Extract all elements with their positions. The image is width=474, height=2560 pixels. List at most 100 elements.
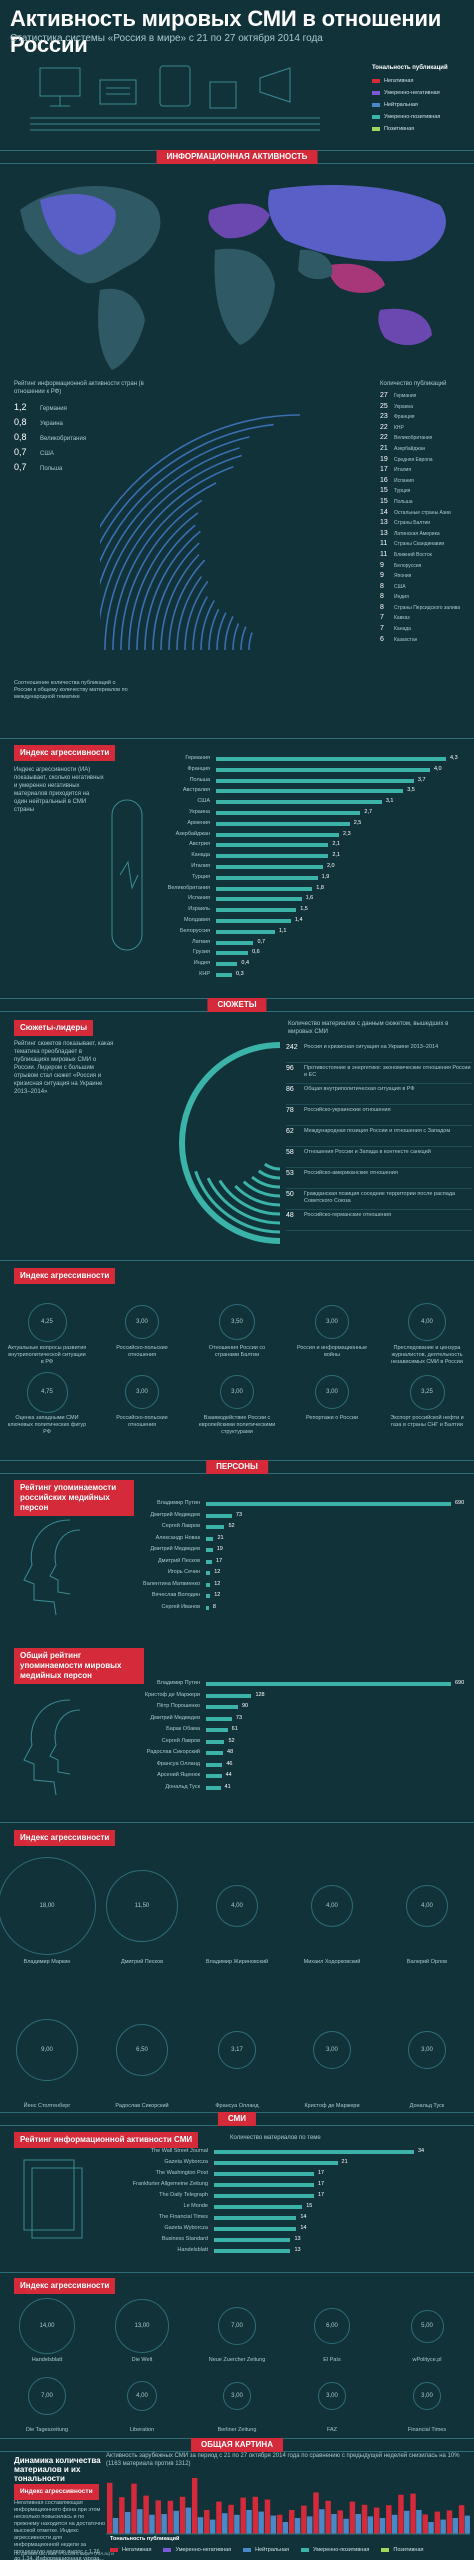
legend-label: Умеренно-негативная [175, 2547, 232, 2553]
bar [214, 2161, 338, 2165]
bar-label: Сергей Иванов [161, 1603, 200, 1610]
radial-arc [128, 512, 199, 651]
aggression-description: Индекс агрессивности (ИА) показывает, ск… [14, 767, 104, 813]
dynamics-summary: Активность зарубежных СМИ за период с 21… [106, 2453, 460, 2467]
legend-label: Нейтральная [384, 102, 418, 108]
aggression-circle-label: Владимир Маркин [23, 1959, 71, 1965]
publications-value: 7 [380, 614, 384, 622]
bar-value: 1,5 [300, 906, 308, 913]
dynamics-bar-neutral [124, 2512, 131, 2534]
dynamics-bar-neutral [185, 2507, 192, 2534]
legend-item: Позитивная [381, 2544, 424, 2556]
dynamics-bar-negative [313, 2492, 319, 2534]
bar-label: Дмитрий Медведев [150, 1546, 200, 1552]
dynamics-bar-negative [349, 2501, 356, 2534]
dynamics-bar-neutral [331, 2514, 337, 2534]
dynamics-bar-negative [386, 2505, 392, 2534]
aggression-circle-label: Михаил Ходорковский [303, 1959, 361, 1965]
bar-value: 61 [231, 1726, 238, 1732]
country-rating-label: Польша [40, 466, 63, 472]
country-rating-value: 0,7 [14, 462, 27, 472]
bar-label: Великобритания [167, 884, 210, 891]
bar [216, 875, 318, 880]
legend-swatch [372, 127, 380, 131]
dynamics-bar-negative [143, 2495, 149, 2534]
dynamics-bar-negative [155, 2500, 161, 2534]
bar [216, 865, 323, 869]
dynamics-bar-neutral [161, 2514, 167, 2534]
publications-row: 22 КНР [380, 424, 474, 435]
dynamics-bar-neutral [367, 2516, 374, 2534]
bar [216, 757, 446, 761]
bar-label: Дмитрий Медведев [150, 1714, 200, 1721]
aggression-circle-value: 18,00 [39, 1903, 55, 1909]
plot-arc [206, 1177, 281, 1225]
aggression-circle-label: Die Welt [131, 2357, 153, 2363]
radial-arc [160, 554, 200, 651]
publications-label: Германия [394, 393, 417, 399]
publications-row: 21 Азербайджан [380, 445, 474, 456]
aggression-circle: 4,00 [311, 1885, 353, 1927]
country-rating-label: США [40, 451, 54, 457]
aggression-circle-label: Российско-польские отношения [116, 1415, 168, 1428]
plot-arc [218, 1179, 281, 1216]
country-rating-label: Германия [40, 406, 67, 412]
bar-value: 17 [216, 1557, 223, 1564]
publications-row: 19 Средняя Европа [380, 456, 474, 467]
bar [216, 800, 382, 805]
dynamics-bar-neutral [440, 2519, 446, 2534]
tonality-legend: Тональность публикаций Негативная Умеренн… [372, 64, 448, 135]
publications-label: Турция [394, 488, 411, 495]
bar-label: Пётр Порошенко [156, 1703, 200, 1709]
plot-label: Российско-германские отношения [304, 1212, 392, 1218]
bar [216, 789, 404, 794]
bar-label: Польша [189, 776, 210, 783]
aggression-circle: 3,00 [220, 1375, 254, 1409]
world-map [20, 185, 446, 370]
map-footnote: Соотношение количества публикаций о Росс… [14, 680, 128, 700]
profile-head-icon-2 [23, 1699, 81, 1796]
publications-value: 17 [380, 466, 388, 474]
bar [206, 1571, 211, 1575]
radial-arc [248, 632, 253, 651]
aggression-circle-label: Валерий Орлов [406, 1959, 448, 1965]
country-rating-value: 0,8 [14, 432, 27, 442]
plot-value: 242 [286, 1044, 298, 1051]
radial-arc [100, 454, 243, 621]
radial-arc [176, 576, 202, 651]
aggression-circle-value: 5,00 [421, 2323, 433, 2329]
dynamics-bar-negative [410, 2493, 416, 2534]
bar-value: 48 [227, 1749, 234, 1755]
bar-label: Австралия [182, 787, 210, 794]
bar-value: 2,1 [332, 852, 340, 859]
legend-item: Негативная [372, 75, 448, 87]
publications-value: 6 [380, 635, 384, 643]
dynamics-bar-negative [167, 2500, 174, 2534]
radial-arc [184, 580, 209, 651]
aggression-circle-label: Оценка западными СМИ ключевых политическ… [7, 1415, 87, 1435]
aggression-circle-label: Дональд Туск [409, 2103, 445, 2109]
bar-value: 690 [455, 1680, 465, 1686]
aggression-circle: 3,50 [219, 1304, 255, 1340]
bar-label: Сергей Лавров [161, 1523, 200, 1529]
plot-row: 78 Российско-украинские отношения [286, 1105, 472, 1126]
bar [214, 2205, 303, 2209]
aggression-circle: 3,25 [409, 1374, 445, 1410]
bar-label: Молдавия [183, 917, 210, 923]
country-rating-row: 0,7 США [14, 447, 154, 462]
dynamics-bar-negative [301, 2505, 307, 2534]
bar [214, 2227, 297, 2231]
dynamics-bar-neutral [222, 2513, 228, 2534]
newspaper-stack-icon [23, 2159, 83, 2239]
aggression-circle: 9,00 [16, 2019, 78, 2081]
legend-label: Умеренно-позитивная [313, 2547, 370, 2553]
persons-ru-bar-chart: Владимир Путин 690 Дмитрий Медведев 73 Серге… [100, 1500, 470, 1630]
plot-label: Международная позиция России и отношения… [304, 1128, 451, 1134]
publications-value: 11 [380, 550, 388, 558]
legend-item: Умеренно-позитивная [301, 2544, 369, 2556]
bar-value: 17 [318, 2170, 325, 2176]
dynamics-bar-negative [179, 2496, 186, 2534]
plot-label: Российско-американские отношения [304, 1170, 398, 1176]
country-rating-row: 0,8 Украина [14, 417, 154, 432]
bar-value: 13 [294, 2236, 301, 2242]
